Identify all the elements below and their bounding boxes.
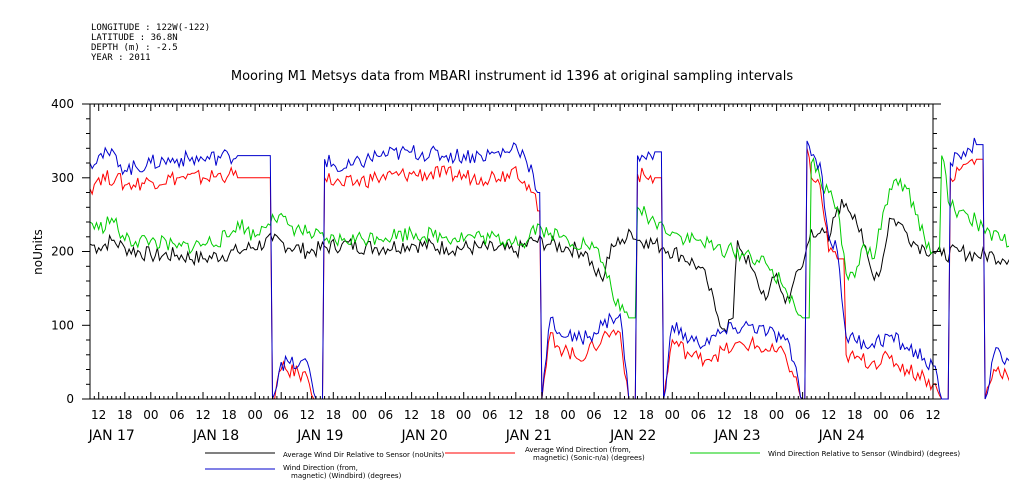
x-hour-label: 18 bbox=[534, 408, 549, 422]
x-date-label: JAN 21 bbox=[505, 428, 552, 444]
x-hour-label: 12 bbox=[91, 408, 106, 422]
x-hour-label: 06 bbox=[899, 408, 914, 422]
x-hour-label: 18 bbox=[639, 408, 654, 422]
depth-text: DEPTH (m) : -2.5 bbox=[91, 43, 178, 53]
x-hour-label: 12 bbox=[508, 408, 523, 422]
axes-layer bbox=[82, 103, 941, 400]
series-line-2 bbox=[89, 148, 1009, 400]
x-date-label: JAN 23 bbox=[713, 428, 760, 444]
x-hour-label: 18 bbox=[326, 408, 341, 422]
y-tick-label: 100 bbox=[51, 318, 74, 332]
legend-label-1: Average Wind Dir Relative to Sensor (noU… bbox=[283, 451, 444, 459]
longitude-text: LONGITUDE : 122W(-122) bbox=[91, 23, 210, 33]
x-hour-label: 18 bbox=[847, 408, 862, 422]
x-hour-label: 06 bbox=[378, 408, 393, 422]
x-hour-label: 12 bbox=[717, 408, 732, 422]
y-tick-label: 400 bbox=[51, 97, 74, 111]
x-hour-label: 18 bbox=[430, 408, 445, 422]
x-hour-label: 00 bbox=[665, 408, 680, 422]
x-hour-label: 00 bbox=[560, 408, 575, 422]
x-date-label: JAN 17 bbox=[88, 428, 135, 444]
year-text: YEAR : 2011 bbox=[91, 53, 151, 63]
x-date-label: JAN 20 bbox=[400, 428, 447, 444]
x-hour-label: 06 bbox=[274, 408, 289, 422]
y-tick-label: 0 bbox=[66, 392, 74, 406]
legend-label-2: Average Wind Direction (from, magnetic) (… bbox=[525, 446, 645, 462]
metadata-block: LONGITUDE : 122W(-122) LATITUDE : 36.8N … bbox=[91, 23, 210, 63]
x-hour-label: 12 bbox=[821, 408, 836, 422]
x-hour-label: 00 bbox=[247, 408, 262, 422]
x-hour-label: 06 bbox=[482, 408, 497, 422]
y-axis-label: noUnits bbox=[31, 229, 45, 275]
series-line-1 bbox=[89, 198, 1009, 334]
y-tick-label: 300 bbox=[51, 171, 74, 185]
series-layer bbox=[89, 137, 1009, 400]
x-hour-label: 00 bbox=[456, 408, 471, 422]
x-hour-label: 06 bbox=[169, 408, 184, 422]
y-tick-label: 200 bbox=[51, 245, 74, 259]
x-date-label: JAN 24 bbox=[818, 428, 865, 444]
tick-labels: 0 100 200 300 400 12 18 00 06 12 18 00 06 12 18 00 06 12 1… bbox=[51, 97, 941, 444]
x-date-label: JAN 18 bbox=[192, 428, 239, 444]
legend: Average Wind Dir Relative to Sensor (noU… bbox=[205, 446, 960, 480]
x-hour-label: 00 bbox=[873, 408, 888, 422]
x-hour-label: 12 bbox=[925, 408, 940, 422]
x-hour-label: 18 bbox=[117, 408, 132, 422]
x-hour-label: 06 bbox=[586, 408, 601, 422]
series-line-4 bbox=[89, 137, 1009, 400]
latitude-text: LATITUDE : 36.8N bbox=[91, 33, 178, 43]
x-hour-label: 00 bbox=[352, 408, 367, 422]
x-hour-label: 12 bbox=[195, 408, 210, 422]
x-hour-label: 12 bbox=[404, 408, 419, 422]
legend-label-3: Wind Direction Relative to Sensor (Windb… bbox=[768, 450, 960, 458]
x-hour-label: 18 bbox=[221, 408, 236, 422]
x-hour-label: 12 bbox=[300, 408, 315, 422]
x-hour-label: 06 bbox=[795, 408, 810, 422]
x-date-label: JAN 22 bbox=[609, 428, 656, 444]
legend-label-4: Wind Direction (from, magnetic) (Windbird… bbox=[283, 464, 402, 480]
x-hour-label: 00 bbox=[143, 408, 158, 422]
x-date-label: JAN 19 bbox=[296, 428, 343, 444]
x-hour-label: 06 bbox=[691, 408, 706, 422]
x-hour-label: 12 bbox=[612, 408, 627, 422]
x-hour-label: 00 bbox=[769, 408, 784, 422]
chart-title: Mooring M1 Metsys data from MBARI instru… bbox=[231, 69, 793, 84]
x-hour-label: 18 bbox=[743, 408, 758, 422]
